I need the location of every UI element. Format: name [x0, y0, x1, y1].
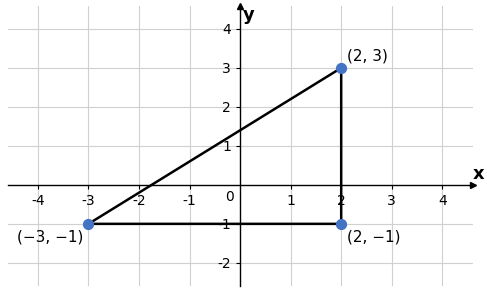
- Text: y: y: [243, 5, 254, 24]
- Text: (2, −1): (2, −1): [347, 230, 401, 245]
- Text: 0: 0: [225, 190, 234, 203]
- Text: (−3, −1): (−3, −1): [17, 230, 83, 245]
- Text: (2, 3): (2, 3): [347, 48, 388, 63]
- Point: [85, 222, 93, 226]
- Point: [337, 66, 345, 70]
- Text: x: x: [472, 165, 484, 183]
- Point: [337, 222, 345, 226]
